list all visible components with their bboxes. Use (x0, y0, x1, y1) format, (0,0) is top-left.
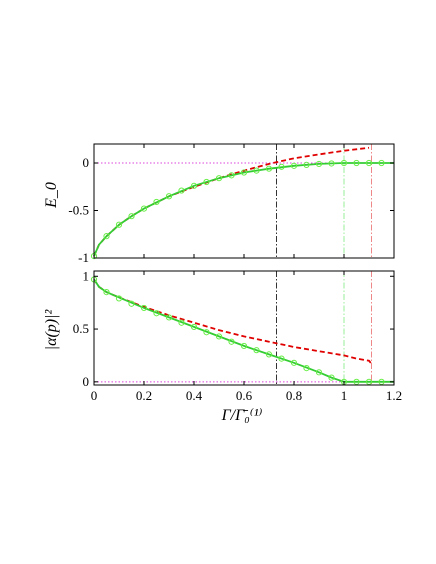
x-tick-label: 1.2 (386, 388, 402, 403)
data-point-3-16 (278, 355, 285, 362)
energy-panel: 0 -0.5 -1 (68, 143, 395, 265)
x-tick-label: 0.8 (286, 388, 302, 403)
data-point-3-4 (128, 213, 135, 220)
data-point-3-17 (290, 162, 298, 169)
y-axis-label-energy: E_0 (43, 182, 60, 209)
data-point-3-19 (315, 369, 323, 376)
data-point-3-6 (153, 198, 160, 206)
data-point-3-5 (140, 205, 148, 212)
plot-frame (93, 270, 395, 386)
y-tick-label: 0.5 (73, 321, 89, 336)
y-tick-label: 0 (83, 155, 90, 170)
data-point-3-23 (365, 378, 373, 385)
data-point-3-10 (203, 178, 210, 186)
plot-frame (93, 143, 395, 259)
y-axis-label-amplitude: |α(p)|² (43, 308, 60, 350)
data-point-3-22 (353, 159, 360, 167)
data-point-3-24 (378, 378, 385, 385)
x-tick-label: 1 (341, 388, 348, 403)
data-point-3-24 (378, 159, 385, 167)
data-point-3-22 (353, 378, 360, 385)
data-point-3-15 (265, 351, 273, 358)
data-point-3-11 (215, 333, 223, 340)
y-tick-label: 0 (83, 374, 90, 389)
y-tick-label: 1 (83, 268, 90, 283)
data-point-3-14 (253, 167, 260, 174)
data-point-3-23 (365, 159, 373, 167)
x-axis-label: Γ/Γ̄₀⁽¹⁾ (221, 407, 263, 424)
x-tick-label: 0.2 (136, 388, 152, 403)
data-point-3-20 (328, 160, 335, 167)
data-point-3-14 (253, 347, 260, 354)
data-point-3-18 (303, 365, 310, 372)
data-point-3-4 (128, 300, 135, 307)
data-point-3-2 (103, 233, 110, 240)
data-point-3-8 (178, 187, 185, 194)
data-point-3-13 (240, 342, 248, 350)
data-point-3-16 (278, 163, 285, 170)
data-point-3-9 (190, 182, 198, 189)
data-point-3-6 (153, 310, 160, 317)
data-point-3-5 (140, 304, 148, 312)
y-tick-label: -1 (78, 250, 89, 265)
data-point-3-21 (340, 159, 348, 167)
series-line-1 (93, 278, 373, 365)
data-point-3-9 (190, 323, 198, 331)
y-tick-label: -0.5 (68, 203, 89, 218)
data-point-3-2 (103, 289, 110, 296)
data-point-3-11 (215, 175, 223, 182)
x-tick-label: 0.4 (186, 388, 203, 403)
data-point-3-15 (265, 165, 273, 172)
data-point-3-3 (115, 295, 123, 302)
data-point-3-8 (178, 319, 185, 326)
data-point-3-18 (303, 161, 310, 168)
data-point-3-3 (115, 221, 123, 228)
data-point-3-12 (228, 172, 235, 179)
series-line-2 (93, 162, 394, 257)
amplitude-panel: 0 0.2 0.4 0.6 0.8 1 1.2 0 0.5 1 (73, 268, 402, 403)
data-point-3-19 (315, 160, 323, 168)
data-point-3-12 (228, 338, 235, 345)
data-point-3-7 (165, 193, 173, 200)
data-point-3-17 (290, 359, 298, 366)
data-point-3-13 (240, 169, 248, 176)
data-point-3-20 (328, 374, 335, 381)
data-point-3-7 (165, 314, 173, 321)
series-line-2 (93, 278, 394, 383)
x-tick-label: 0.6 (236, 388, 253, 403)
data-point-3-10 (203, 329, 210, 336)
x-tick-label: 0 (91, 388, 98, 403)
